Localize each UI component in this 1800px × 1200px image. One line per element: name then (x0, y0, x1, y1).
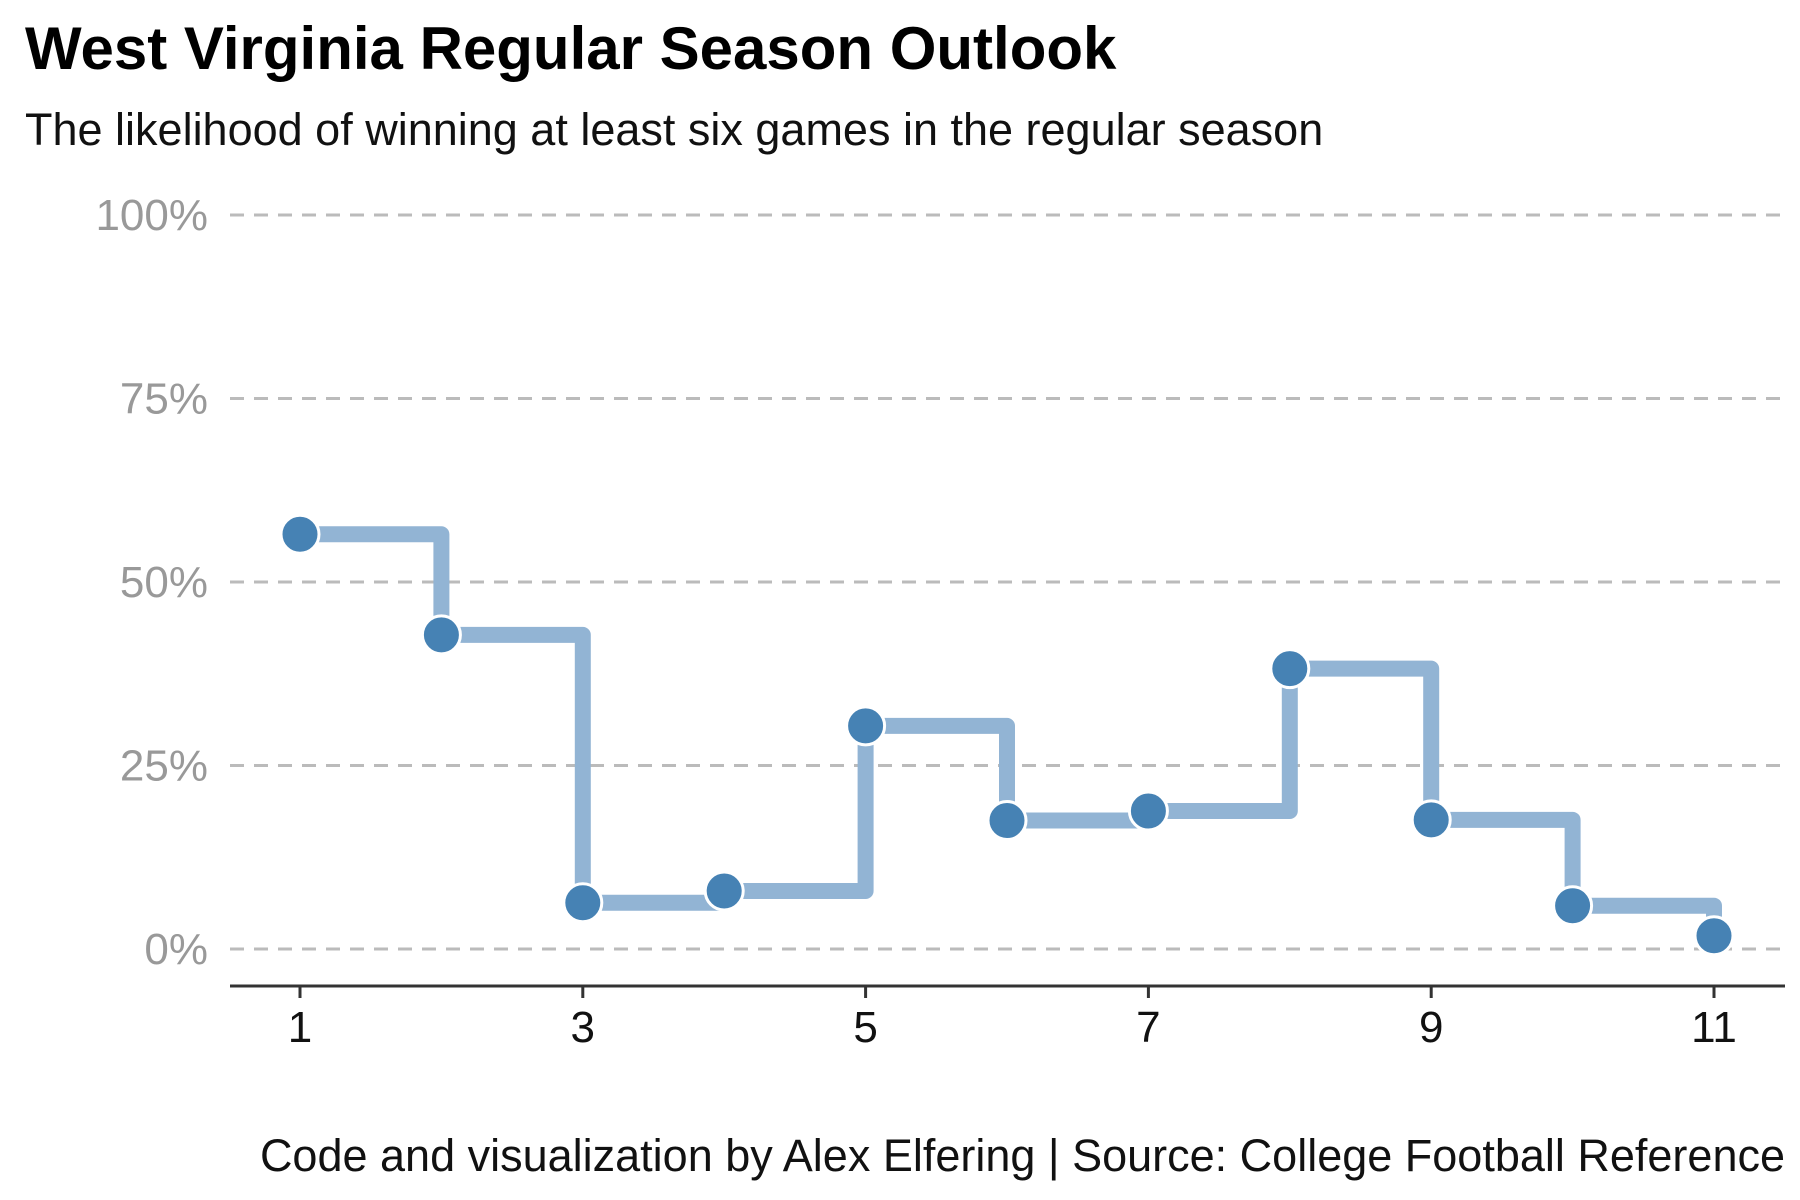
y-axis-ticks: 0% 25% 50% 75% 100% (95, 191, 208, 974)
chart-caption: Code and visualization by Alex Elfering … (259, 1130, 1785, 1181)
data-point (562, 882, 604, 924)
data-point (986, 800, 1028, 842)
data-point (279, 513, 321, 555)
step-line (292, 526, 1722, 944)
data-point (420, 614, 462, 656)
x-axis-ticks: 1 3 5 7 9 11 (288, 986, 1737, 1052)
x-tick-label: 5 (853, 1003, 877, 1052)
y-tick-label: 100% (95, 191, 208, 240)
data-point (1552, 885, 1594, 927)
x-tick-label: 7 (1136, 1003, 1160, 1052)
x-tick-label: 9 (1419, 1003, 1443, 1052)
data-point (845, 705, 887, 747)
chart-subtitle: The likelihood of winning at least six g… (25, 104, 1324, 155)
y-tick-label: 75% (120, 375, 208, 424)
y-tick-label: 0% (144, 925, 208, 974)
y-tick-label: 25% (120, 742, 208, 791)
y-tick-label: 50% (120, 558, 208, 607)
data-points (279, 513, 1735, 957)
x-tick-label: 11 (1691, 1003, 1737, 1052)
chart-title: West Virginia Regular Season Outlook (25, 15, 1117, 82)
data-point (1269, 648, 1311, 690)
data-point (1127, 790, 1169, 832)
x-tick-label: 1 (288, 1003, 312, 1052)
data-point (703, 870, 745, 912)
x-tick-label: 3 (571, 1003, 595, 1052)
data-point (1410, 799, 1452, 841)
data-point (1693, 915, 1735, 957)
